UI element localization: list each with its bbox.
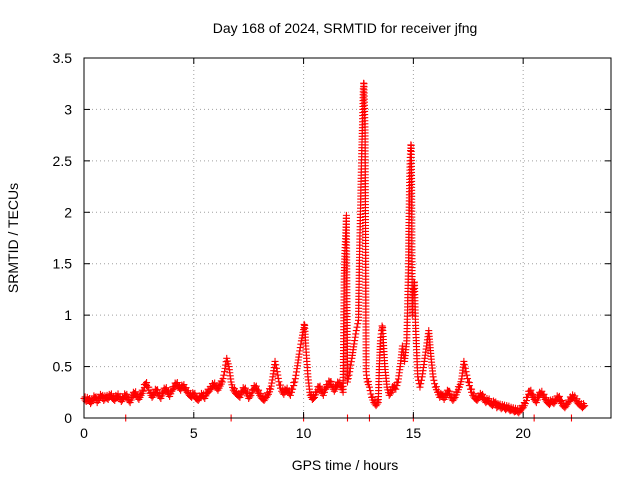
x-axis-label: GPS time / hours <box>292 457 399 473</box>
y-tick-label: 1.5 <box>53 256 73 272</box>
x-tick-label: 10 <box>296 425 312 441</box>
plot-frame <box>83 57 612 419</box>
data-point <box>462 368 470 376</box>
chart-title: Day 168 of 2024, SRMTID for receiver jfn… <box>213 20 478 36</box>
data-point <box>392 385 400 393</box>
data-point <box>468 385 476 393</box>
data-point <box>373 397 381 405</box>
y-tick-label: 0.5 <box>53 359 73 375</box>
data-point <box>354 320 362 328</box>
data-point <box>273 364 281 372</box>
data-point <box>272 361 280 369</box>
data-point <box>123 390 131 398</box>
data-point <box>219 375 227 383</box>
y-axis-label: SRMTID / TECUs <box>5 183 21 293</box>
data-point <box>143 379 151 387</box>
x-tick-label: 20 <box>515 425 531 441</box>
data-point <box>416 383 424 391</box>
data-point <box>139 387 147 395</box>
data-point <box>527 386 535 394</box>
data-point <box>252 382 260 390</box>
data-point <box>432 383 440 391</box>
x-tick-label: 0 <box>80 425 88 441</box>
data-point <box>286 391 294 399</box>
data-point <box>327 377 335 385</box>
data-point <box>555 392 563 400</box>
tick-labels: 0 5 10 15 20 0 0.5 1 1.5 2 2.5 3 3.5 <box>53 50 532 441</box>
data-point <box>352 327 360 335</box>
data-point <box>344 375 352 383</box>
data-point <box>344 378 351 386</box>
data-point <box>430 376 438 384</box>
data-point <box>353 323 361 331</box>
data-point <box>461 361 469 369</box>
data-point <box>417 380 425 388</box>
data-point <box>241 384 249 392</box>
data-point <box>316 382 324 390</box>
data-point <box>464 375 472 383</box>
x-tick-label: 5 <box>190 425 198 441</box>
data-point <box>277 381 285 389</box>
data-point <box>220 371 228 379</box>
y-tick-label: 2.5 <box>53 153 73 169</box>
data-point <box>218 378 226 386</box>
data-point <box>417 376 425 384</box>
y-tick-label: 3.5 <box>53 50 73 66</box>
y-tick-label: 2 <box>64 204 72 220</box>
data-point <box>581 402 589 410</box>
x-tick-label: 15 <box>406 425 422 441</box>
data-point <box>345 371 353 379</box>
data-point <box>255 386 263 394</box>
data-point <box>463 371 471 379</box>
data-point <box>162 384 170 392</box>
data-point <box>154 386 162 394</box>
data-point <box>465 379 473 387</box>
data-point <box>366 387 374 395</box>
data-point <box>289 385 297 393</box>
data-point <box>336 378 344 386</box>
y-tick-label: 3 <box>64 101 72 117</box>
data-point <box>521 400 529 408</box>
data-point <box>460 357 468 365</box>
data-point <box>540 390 548 398</box>
data-point <box>145 383 153 391</box>
data-point <box>364 377 372 385</box>
data-point <box>429 373 437 381</box>
y-tick-label: 0 <box>64 410 72 426</box>
axis-ticks <box>83 57 611 419</box>
data-point <box>529 390 537 398</box>
data-point <box>461 364 469 372</box>
data-point <box>479 390 487 398</box>
data-point <box>319 391 327 399</box>
y-tick-label: 1 <box>64 307 72 323</box>
data-point <box>365 383 373 391</box>
data-points <box>80 79 589 422</box>
data-point <box>271 357 279 365</box>
data-point <box>446 387 454 395</box>
